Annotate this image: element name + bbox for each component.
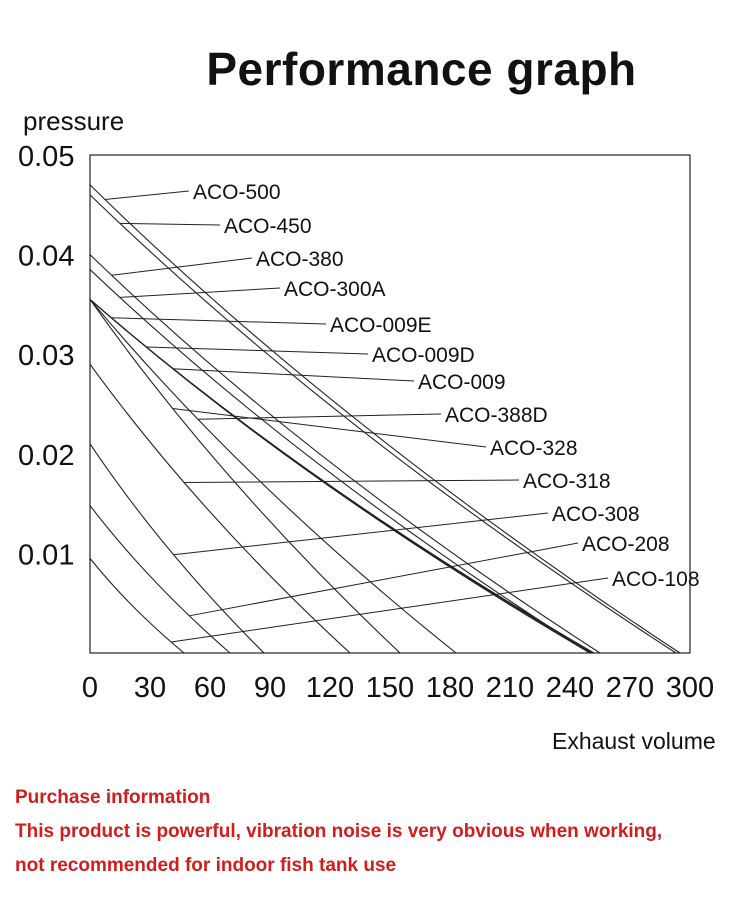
x-tick-label: 300	[666, 672, 714, 704]
x-tick-label: 120	[306, 672, 354, 704]
series-label-aco-009e: ACO-009E	[330, 314, 432, 337]
series-curve-aco-318	[89, 363, 351, 654]
y-tick-label: 0.03	[18, 340, 74, 372]
series-label-aco-009d: ACO-009D	[372, 344, 475, 367]
x-axis-label: Exhaust volume	[552, 728, 716, 754]
leader-line-aco-308	[173, 512, 549, 556]
series-label-aco-318: ACO-318	[523, 470, 611, 493]
series-label-aco-450: ACO-450	[224, 215, 312, 238]
x-tick-label: 180	[426, 672, 474, 704]
x-tick-label: 30	[134, 672, 166, 704]
x-tick-label: 90	[254, 672, 286, 704]
x-tick-label: 240	[546, 672, 594, 704]
series-label-aco-380: ACO-380	[256, 248, 344, 271]
x-tick-label: 0	[82, 672, 98, 704]
series-label-aco-328: ACO-328	[490, 437, 578, 460]
series-curve-aco-380	[89, 254, 601, 654]
series-curve-aco-108	[89, 558, 185, 654]
x-tick-label: 60	[194, 672, 226, 704]
x-tick-label: 150	[366, 672, 414, 704]
series-curve-aco-300a	[89, 269, 591, 654]
legend-leader-lines	[104, 190, 609, 643]
leader-line-aco-300a	[119, 287, 281, 298]
warning-text-line-2: not recommended for indoor fish tank use	[15, 855, 397, 876]
series-curve-aco-388d	[89, 299, 457, 654]
series-curve-aco-500	[89, 184, 681, 654]
series-curve-aco-009e	[89, 299, 595, 654]
plot-frame	[89, 154, 691, 654]
leader-line-aco-318	[184, 479, 520, 483]
y-tick-label: 0.02	[18, 440, 74, 472]
y-tick-label: 0.04	[18, 241, 74, 273]
leader-line-aco-009e	[111, 317, 327, 325]
y-tick-label: 0.01	[18, 539, 74, 571]
leader-line-aco-208	[189, 542, 579, 617]
series-label-aco-009: ACO-009	[418, 371, 506, 394]
x-tick-labels: 0 30 60 90 120 150 180 210 240 270 300	[82, 672, 714, 704]
leader-line-aco-450	[119, 222, 221, 226]
chart-title: Performance graph	[206, 43, 637, 95]
series-labels: ACO-500 ACO-450 ACO-380 ACO-300A ACO-009E ACO…	[193, 181, 700, 591]
series-label-aco-300a: ACO-300A	[284, 278, 386, 301]
leader-line-aco-108	[171, 577, 609, 643]
series-curve-aco-009d	[89, 299, 593, 654]
x-tick-label: 210	[486, 672, 534, 704]
series-curve-aco-450	[89, 194, 677, 654]
series-curve-aco-208	[89, 505, 231, 654]
y-tick-labels: 0.05 0.04 0.03 0.02 0.01	[18, 141, 74, 571]
leader-line-aco-009	[172, 368, 415, 382]
series-label-aco-108: ACO-108	[612, 568, 700, 591]
y-tick-label: 0.05	[18, 141, 74, 173]
leader-line-aco-380	[111, 257, 253, 276]
leader-line-aco-009d	[146, 346, 369, 355]
series-curves	[89, 184, 681, 654]
leader-line-aco-388d	[197, 413, 442, 420]
series-curve-aco-009	[89, 299, 591, 654]
series-label-aco-388d: ACO-388D	[445, 404, 548, 427]
series-label-aco-208: ACO-208	[582, 533, 670, 556]
leader-line-aco-500	[104, 190, 190, 200]
series-label-aco-308: ACO-308	[552, 503, 640, 526]
series-label-aco-500: ACO-500	[193, 181, 281, 204]
purchase-info-heading: Purchase information	[15, 787, 211, 808]
series-curve-aco-328	[89, 299, 401, 654]
leader-line-aco-328	[172, 407, 487, 448]
x-tick-label: 270	[606, 672, 654, 704]
y-axis-label: pressure	[23, 106, 125, 136]
warning-text-line-1: This product is powerful, vibration nois…	[15, 821, 663, 842]
series-curve-aco-308	[89, 443, 265, 654]
